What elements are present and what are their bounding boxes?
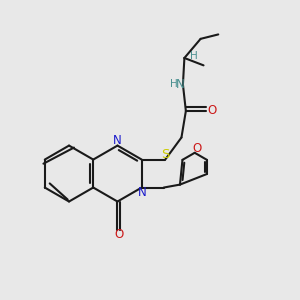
Text: N: N xyxy=(138,186,147,199)
Text: N: N xyxy=(176,78,184,91)
Text: O: O xyxy=(192,142,202,154)
Text: O: O xyxy=(114,228,124,241)
Text: H: H xyxy=(170,79,178,89)
Text: H: H xyxy=(190,51,198,61)
Text: S: S xyxy=(161,148,170,161)
Text: N: N xyxy=(113,134,122,147)
Text: O: O xyxy=(207,104,216,118)
